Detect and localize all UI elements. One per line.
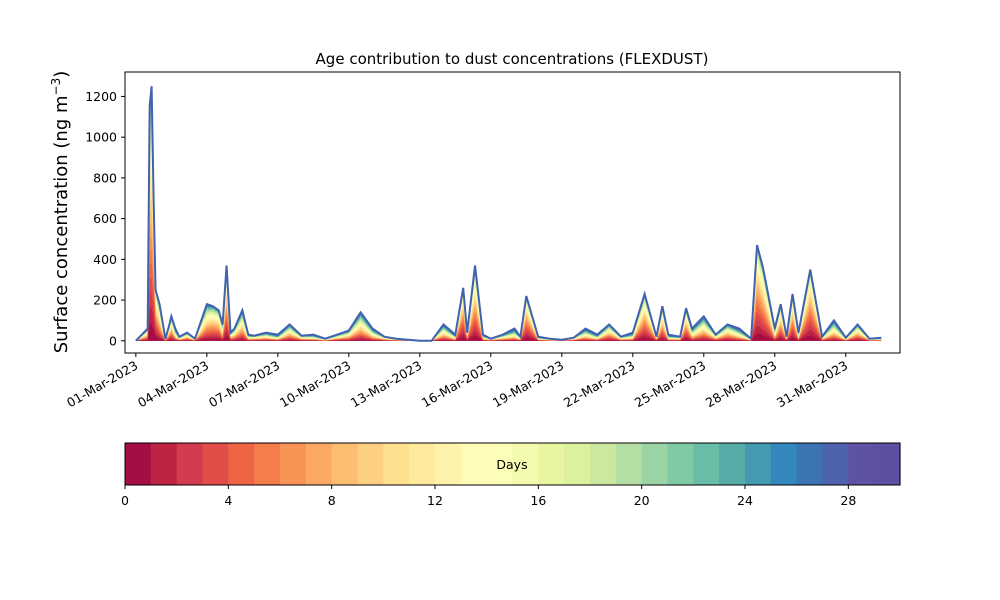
- colorbar-tick-label: 28: [840, 493, 856, 508]
- colorbar-swatch: [667, 443, 694, 485]
- colorbar-swatch: [719, 443, 746, 485]
- colorbar-swatch: [693, 443, 720, 485]
- colorbar-swatch: [615, 443, 643, 485]
- colorbar-swatch: [486, 443, 514, 485]
- y-axis-label: Surface concentration (ng m−3): [49, 71, 72, 354]
- x-tick-label: 22-Mar-2023: [561, 358, 637, 411]
- colorbar-swatch: [770, 443, 798, 485]
- colorbar-swatch: [125, 443, 152, 485]
- colorbar-swatch: [590, 443, 617, 485]
- y-tick-label: 800: [93, 170, 117, 185]
- y-axis-label-main: Surface concentration (ng m: [51, 95, 72, 353]
- colorbar-label: Days: [496, 457, 527, 472]
- y-axis-label-sup: −3: [49, 78, 63, 96]
- age-band-10-11-days: [135, 189, 882, 341]
- age-band-13-14-days: [135, 159, 882, 341]
- colorbar-frame: [124, 442, 901, 486]
- y-tick-label: 1200: [85, 89, 117, 104]
- colorbar-tick-label: 4: [224, 493, 232, 508]
- colorbar-ticks: 0 4 8 12 16 20 24 28: [121, 485, 856, 508]
- age-band-11-12-days: [135, 179, 882, 341]
- chart-title: Age contribution to dust concentrations …: [316, 50, 709, 68]
- age-band-18-19-days: [135, 121, 882, 341]
- x-tick-label: 10-Mar-2023: [277, 358, 353, 411]
- y-tick-label: 400: [93, 252, 117, 267]
- colorbar-swatch: [357, 443, 384, 485]
- colorbar-swatch: [745, 443, 772, 485]
- colorbar-tick-label: 12: [427, 493, 443, 508]
- y-tick-label: 200: [93, 293, 117, 308]
- y-tick-label: 0: [109, 333, 117, 348]
- age-band-15-16-days: [135, 142, 882, 341]
- age-band-7-8-days: [135, 224, 882, 341]
- colorbar-tick-label: 20: [634, 493, 650, 508]
- colorbar-tick-label: 16: [530, 493, 546, 508]
- colorbar-swatch: [383, 443, 410, 485]
- x-tick-label: 04-Mar-2023: [135, 358, 211, 411]
- x-tick-label: 16-Mar-2023: [419, 358, 495, 411]
- y-tick-label: 600: [93, 211, 117, 226]
- x-tick-label: 31-Mar-2023: [774, 358, 850, 411]
- y-tick-label: 1000: [85, 130, 117, 145]
- colorbar-swatch: [796, 443, 824, 485]
- x-axis: 01-Mar-202304-Mar-202307-Mar-202310-Mar-…: [64, 353, 850, 410]
- colorbar-swatch: [305, 443, 333, 485]
- y-axis: 0 200 400 600 800 1000 1200: [85, 89, 125, 348]
- age-band-12-13-days: [135, 169, 882, 341]
- colorbar-swatch: [176, 443, 204, 485]
- plot-area: [124, 71, 901, 354]
- colorbar-swatch: [460, 443, 488, 485]
- age-band-9-10-days: [135, 200, 882, 341]
- age-band-8-9-days: [135, 212, 882, 341]
- colorbar-swatch: [435, 443, 462, 485]
- colorbar-tick-label: 24: [737, 493, 753, 508]
- colorbar-swatch: [331, 443, 359, 485]
- age-band-0-1-days: [135, 324, 882, 341]
- x-tick-label: 07-Mar-2023: [206, 358, 282, 411]
- colorbar-swatches: [125, 443, 901, 485]
- x-tick-label: 19-Mar-2023: [490, 358, 566, 411]
- colorbar-swatch: [280, 443, 307, 485]
- age-stacked-areas: [135, 86, 882, 341]
- x-tick-label: 28-Mar-2023: [703, 358, 779, 411]
- colorbar-swatch: [538, 443, 565, 485]
- colorbar-swatch: [409, 443, 436, 485]
- colorbar-swatch: [202, 443, 229, 485]
- colorbar-swatch: [848, 443, 875, 485]
- plot-frame: [124, 71, 901, 354]
- colorbar-swatch: [641, 443, 669, 485]
- x-tick-label: 25-Mar-2023: [632, 358, 708, 411]
- age-band-17-18-days: [135, 128, 882, 341]
- colorbar-swatch: [822, 443, 849, 485]
- x-tick-label: 13-Mar-2023: [348, 358, 424, 411]
- colorbar-swatch: [874, 443, 901, 485]
- age-band-14-15-days: [135, 151, 882, 341]
- age-colorbar: Days 0 4 8 12 16 20 24 28: [121, 442, 901, 508]
- colorbar-swatch: [512, 443, 539, 485]
- colorbar-swatch: [254, 443, 281, 485]
- colorbar-tick-label: 8: [328, 493, 336, 508]
- age-band-19-20-days: [135, 115, 882, 341]
- x-tick-label: 01-Mar-2023: [64, 358, 140, 411]
- y-axis-label-close: ): [51, 71, 72, 78]
- colorbar-swatch: [150, 443, 178, 485]
- age-band-5-6-days: [135, 250, 882, 341]
- age-band-6-7-days: [135, 236, 882, 341]
- colorbar-swatch: [228, 443, 255, 485]
- age-band-16-17-days: [135, 135, 882, 341]
- total-concentration-line: [135, 86, 882, 342]
- colorbar-tick-label: 0: [121, 493, 129, 508]
- colorbar-swatch: [564, 443, 591, 485]
